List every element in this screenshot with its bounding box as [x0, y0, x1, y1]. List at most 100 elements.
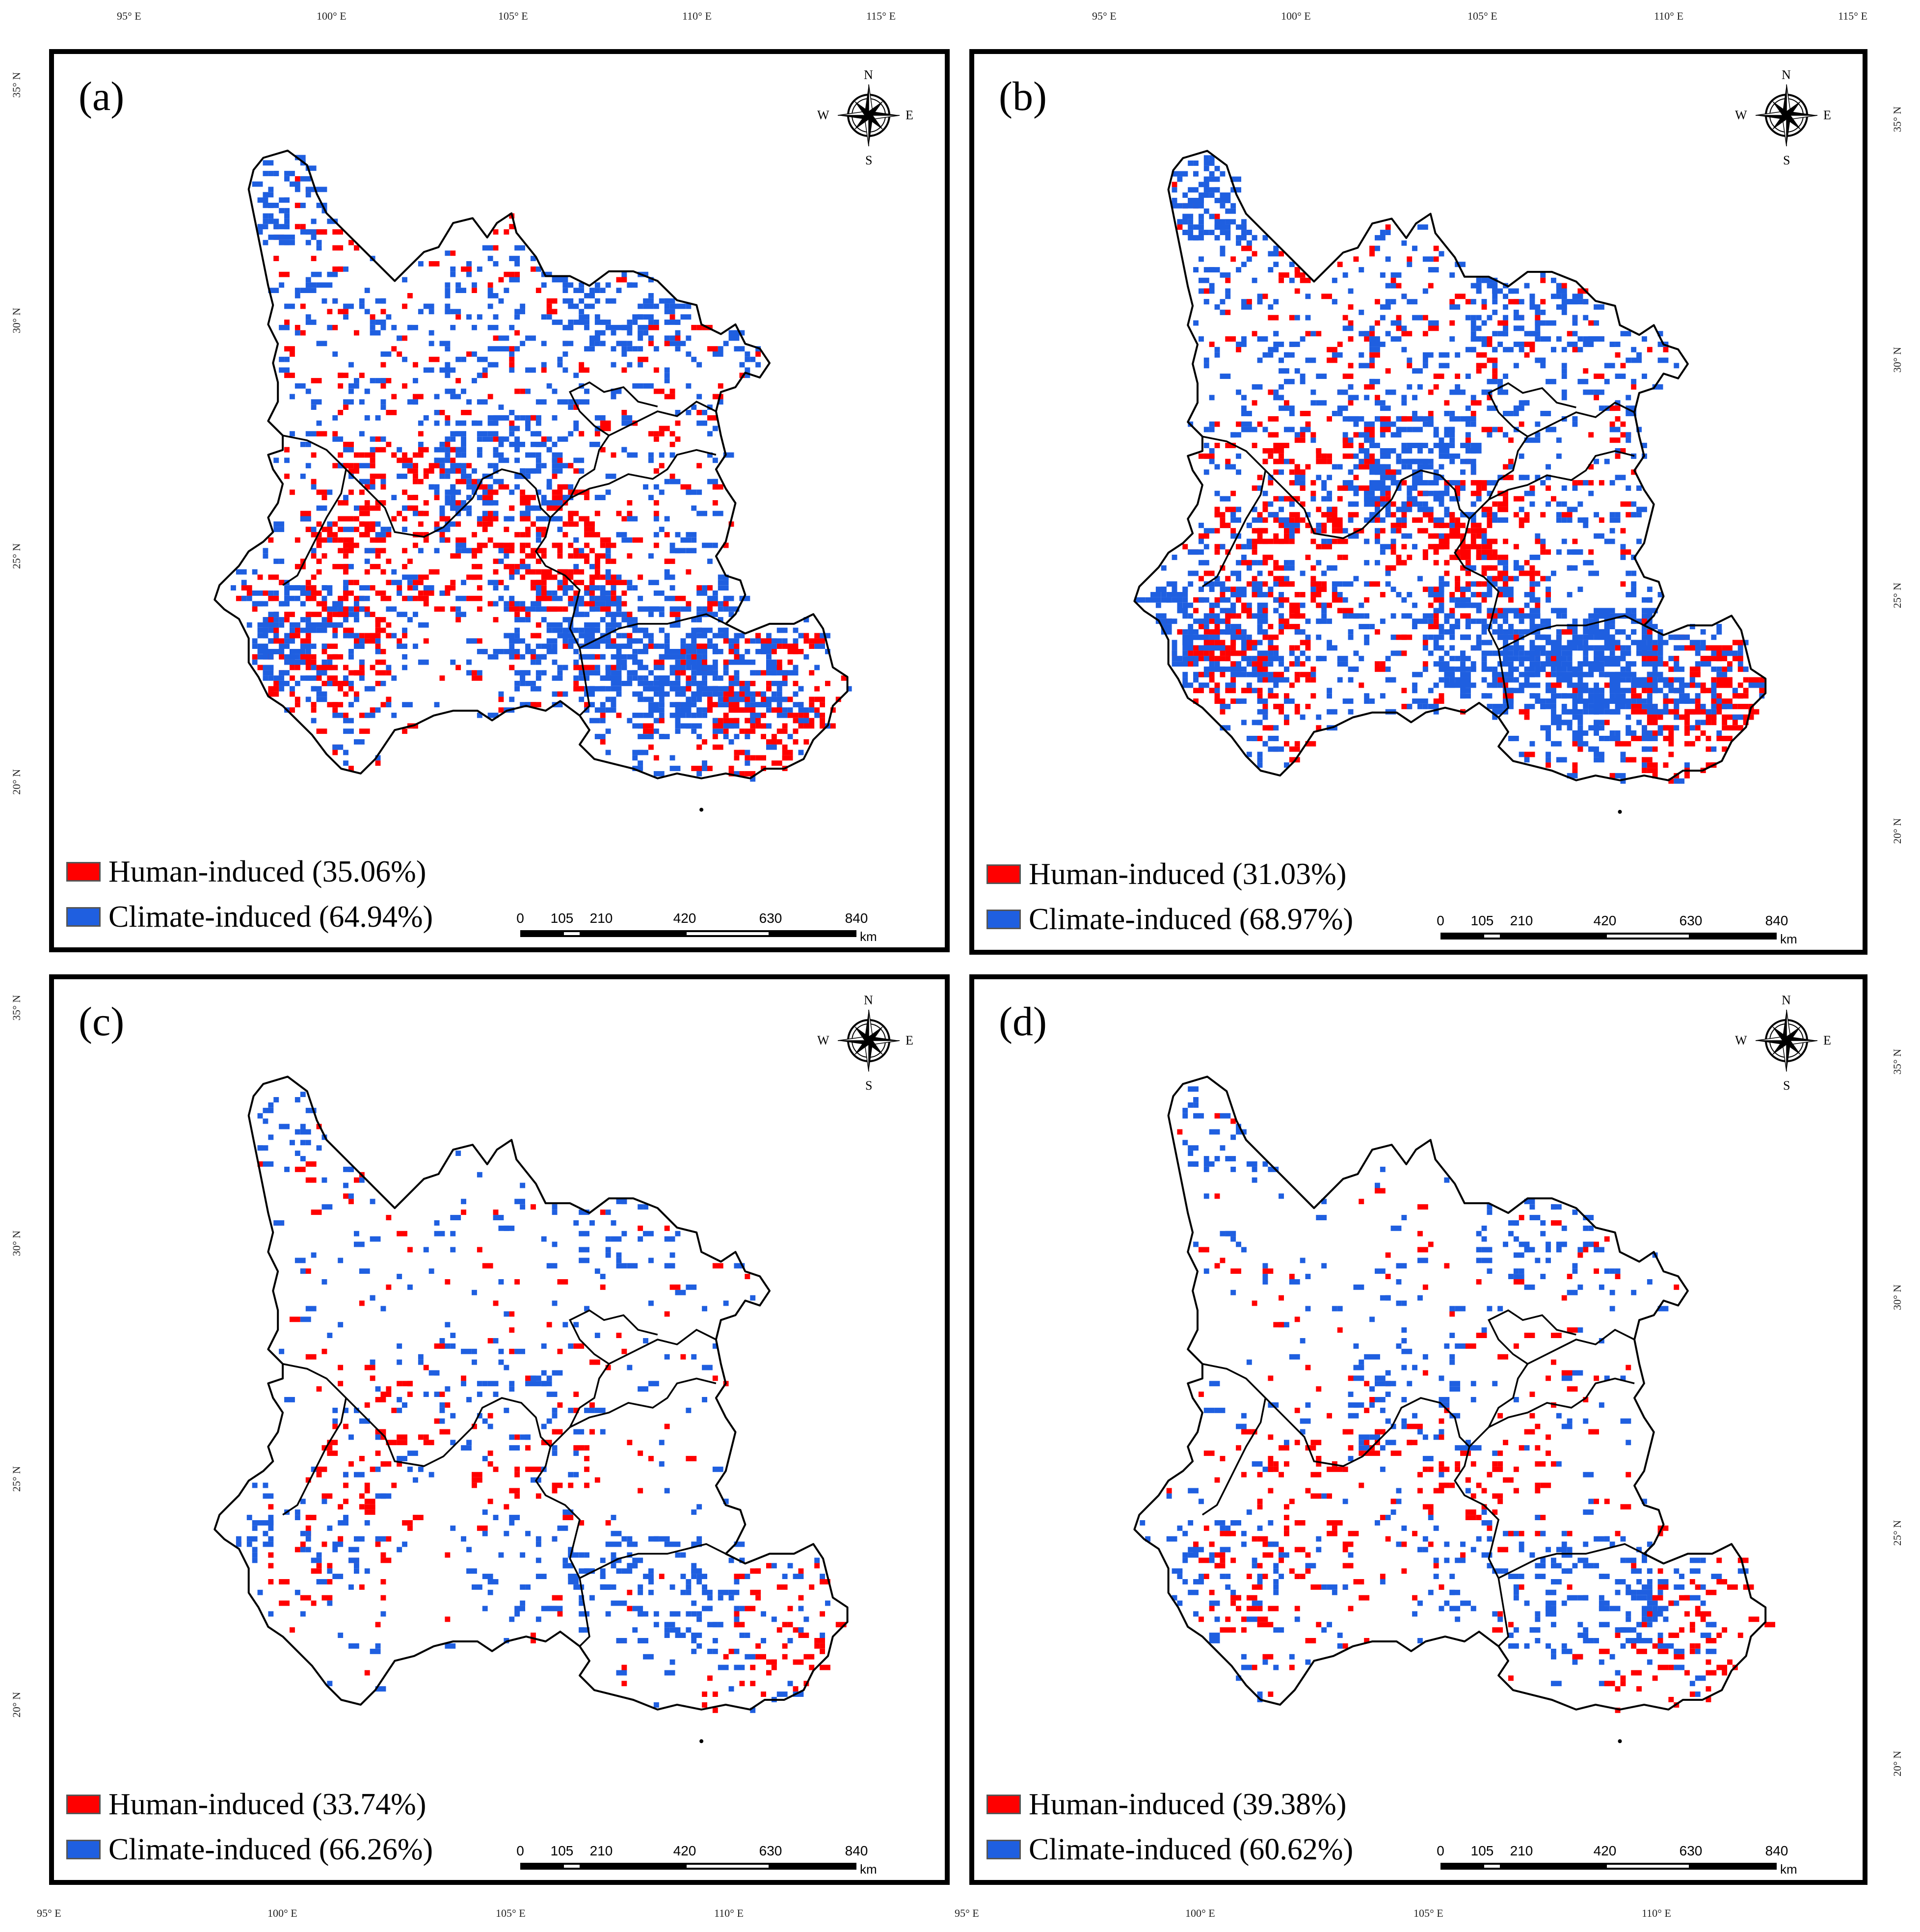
human-induced-pixel: [568, 595, 574, 601]
climate-induced-pixel: [1246, 682, 1252, 688]
climate-induced-pixel: [1503, 656, 1508, 662]
climate-induced-pixel: [1390, 448, 1396, 454]
climate-induced-pixel: [391, 675, 397, 681]
climate-induced-pixel: [1188, 629, 1199, 635]
climate-induced-pixel: [1689, 725, 1695, 731]
climate-induced-pixel: [439, 510, 445, 516]
human-induced-pixel: [1455, 576, 1461, 582]
human-induced-pixel: [1385, 496, 1391, 502]
human-induced-pixel: [803, 739, 809, 745]
climate-induced-pixel: [1503, 703, 1508, 709]
human-induced-pixel: [1716, 656, 1728, 662]
climate-induced-pixel: [263, 670, 268, 676]
climate-induced-pixel: [1604, 458, 1610, 464]
climate-induced-pixel: [257, 633, 263, 639]
climate-induced-pixel: [627, 654, 638, 660]
climate-induced-pixel: [1626, 661, 1637, 667]
human-induced-pixel: [611, 665, 616, 671]
climate-induced-pixel: [1519, 751, 1524, 757]
human-induced-pixel: [1262, 555, 1274, 560]
climate-induced-pixel: [1604, 736, 1610, 741]
climate-induced-pixel: [321, 203, 327, 208]
human-induced-pixel: [1519, 709, 1530, 715]
human-induced-pixel: [1513, 634, 1519, 640]
climate-induced-pixel: [734, 346, 745, 351]
climate-induced-pixel: [1647, 618, 1653, 624]
climate-induced-pixel: [1401, 294, 1407, 299]
climate-induced-pixel: [1230, 634, 1241, 640]
climate-induced-pixel: [535, 266, 541, 272]
climate-induced-pixel: [557, 463, 563, 469]
climate-induced-pixel: [621, 633, 633, 639]
climate-induced-pixel: [450, 468, 461, 474]
human-induced-pixel: [573, 686, 585, 692]
human-induced-pixel: [1706, 645, 1711, 651]
region-outline: [213, 149, 849, 779]
climate-induced-pixel: [1679, 645, 1684, 651]
human-induced-pixel: [573, 580, 585, 586]
climate-induced-pixel: [1422, 634, 1428, 640]
human-induced-pixel: [455, 665, 461, 671]
climate-induced-pixel: [1652, 709, 1658, 715]
climate-induced-pixel: [445, 452, 451, 458]
human-induced-pixel: [568, 510, 579, 516]
human-induced-pixel: [568, 553, 574, 559]
climate-induced-pixel: [1594, 709, 1604, 715]
climate-induced-pixel: [343, 303, 354, 309]
human-induced-pixel: [669, 314, 675, 320]
human-induced-pixel: [305, 595, 311, 601]
climate-induced-pixel: [1257, 650, 1268, 656]
human-induced-pixel: [1262, 507, 1268, 512]
human-induced-pixel: [611, 559, 616, 564]
climate-induced-pixel: [423, 415, 429, 421]
human-induced-pixel: [380, 383, 386, 389]
climate-induced-pixel: [664, 654, 675, 660]
climate-induced-pixel: [1492, 347, 1498, 352]
climate-induced-pixel: [439, 527, 451, 532]
climate-induced-pixel: [1177, 602, 1183, 608]
climate-induced-pixel: [535, 590, 541, 596]
human-induced-pixel: [616, 277, 627, 283]
climate-induced-pixel: [1465, 512, 1471, 518]
human-induced-pixel: [354, 330, 359, 336]
human-induced-pixel: [1487, 395, 1493, 401]
climate-induced-pixel: [509, 367, 515, 373]
climate-induced-pixel: [477, 452, 482, 458]
human-induced-pixel: [407, 559, 413, 564]
climate-induced-pixel: [428, 309, 434, 315]
human-induced-pixel: [1422, 331, 1428, 337]
climate-induced-pixel: [1316, 618, 1327, 624]
human-induced-pixel: [616, 580, 627, 586]
climate-induced-pixel: [573, 457, 585, 463]
climate-induced-pixel: [257, 622, 263, 628]
climate-induced-pixel: [1647, 640, 1653, 645]
climate-induced-pixel: [263, 240, 268, 245]
climate-induced-pixel: [696, 723, 702, 729]
human-induced-pixel: [1503, 682, 1508, 688]
climate-induced-pixel: [531, 601, 541, 607]
climate-induced-pixel: [1503, 325, 1508, 331]
climate-induced-pixel: [1236, 576, 1241, 582]
climate-induced-pixel: [1604, 608, 1615, 614]
human-induced-pixel: [750, 755, 756, 761]
human-induced-pixel: [776, 739, 782, 745]
human-induced-pixel: [321, 665, 333, 671]
climate-induced-pixel: [1262, 602, 1268, 608]
climate-induced-pixel: [1214, 490, 1220, 496]
climate-induced-pixel: [477, 373, 482, 378]
climate-induced-pixel: [1583, 645, 1589, 651]
human-induced-pixel: [525, 532, 531, 537]
climate-induced-pixel: [664, 569, 670, 575]
human-induced-pixel: [1342, 608, 1354, 614]
human-induced-pixel: [327, 309, 333, 315]
human-induced-pixel: [348, 670, 359, 676]
climate-induced-pixel: [771, 681, 782, 686]
human-induced-pixel: [305, 585, 311, 590]
human-induced-pixel: [370, 633, 381, 639]
human-induced-pixel: [1743, 688, 1749, 694]
climate-induced-pixel: [1390, 538, 1396, 544]
human-induced-pixel: [1257, 656, 1268, 662]
climate-induced-pixel: [1465, 448, 1476, 454]
climate-induced-pixel: [541, 362, 547, 368]
climate-induced-pixel: [263, 622, 268, 628]
